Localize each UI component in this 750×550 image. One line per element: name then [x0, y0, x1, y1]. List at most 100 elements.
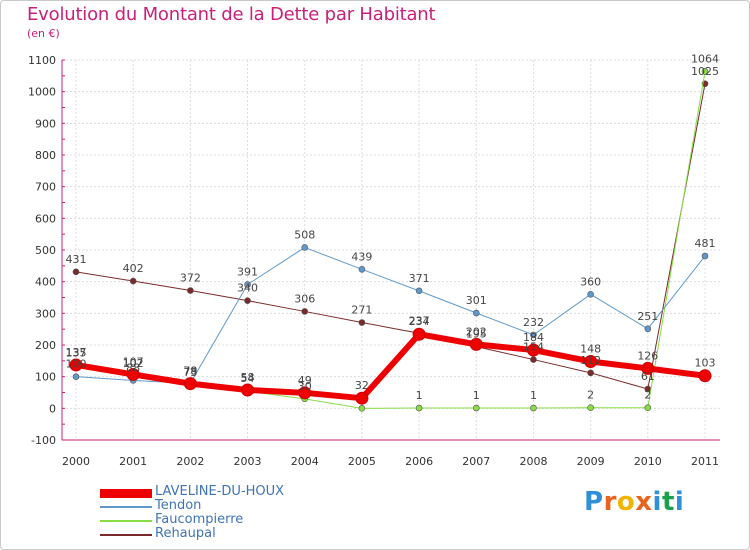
data-point	[355, 391, 369, 405]
legend-swatch	[100, 506, 152, 508]
legend-swatch	[100, 488, 152, 498]
data-point	[701, 252, 709, 260]
data-label: 102	[123, 357, 144, 370]
data-label: 1025	[691, 65, 719, 78]
data-label: 195	[466, 328, 487, 341]
data-point	[187, 287, 194, 294]
legend-swatch	[100, 534, 152, 536]
chart-unit: (en €)	[27, 27, 60, 40]
data-label: 371	[409, 272, 430, 285]
data-label: 78	[183, 365, 197, 378]
x-tick-label: 2005	[348, 455, 376, 468]
data-point	[644, 404, 652, 412]
y-tick-label: 100	[35, 371, 56, 384]
data-point	[415, 404, 423, 412]
x-tick-label: 2004	[291, 455, 319, 468]
y-tick-label: 1100	[28, 54, 56, 67]
data-label: 234	[409, 315, 430, 328]
data-point	[530, 331, 537, 339]
x-tick-label: 2000	[62, 455, 90, 468]
data-label: 184	[523, 331, 544, 344]
data-label: 1	[530, 389, 537, 402]
data-point	[530, 404, 537, 412]
data-point	[472, 309, 480, 317]
y-tick-label: 600	[35, 212, 56, 225]
data-point	[530, 356, 537, 363]
data-label: 107	[123, 355, 144, 368]
data-point	[526, 343, 540, 357]
legend-label: LAVELINE-DU-HOUX	[155, 484, 285, 499]
data-label: 58	[241, 371, 255, 384]
data-label: 1064	[691, 52, 719, 65]
data-label: 30	[298, 380, 312, 393]
data-label: 154	[523, 341, 544, 354]
data-point	[183, 377, 197, 391]
legend-label: Rehaupal	[155, 526, 216, 541]
legend-label: Tendon	[155, 498, 202, 513]
data-label: 1	[416, 389, 423, 402]
y-tick-label: 400	[35, 276, 56, 289]
data-label: 271	[351, 304, 372, 317]
data-point	[358, 319, 366, 326]
data-label: 100	[66, 358, 87, 371]
data-label: 391	[237, 266, 258, 279]
data-point	[129, 277, 137, 285]
y-tick-label: 500	[35, 244, 56, 257]
data-point	[472, 404, 480, 412]
logo-letter: i	[652, 487, 662, 517]
data-label: 1	[473, 389, 480, 402]
data-point	[126, 367, 140, 381]
data-label: 431	[66, 253, 87, 266]
data-point	[72, 373, 80, 380]
data-point	[72, 268, 80, 276]
data-point	[298, 386, 312, 400]
x-tick-label: 2007	[462, 455, 490, 468]
data-label: 439	[351, 250, 372, 263]
data-label: 340	[237, 282, 258, 295]
data-point	[241, 383, 255, 397]
proxiti-logo: Proxiti	[584, 487, 684, 517]
data-point	[698, 369, 712, 383]
data-point	[358, 266, 366, 273]
data-point	[587, 369, 594, 377]
chart-title: Evolution du Montant de la Dette par Hab…	[27, 4, 436, 25]
y-tick-label: 1000	[28, 86, 56, 99]
data-label: 148	[580, 342, 601, 355]
x-tick-label: 2002	[176, 455, 204, 468]
x-tick-label: 2008	[519, 455, 547, 468]
data-point	[301, 308, 309, 315]
data-point	[69, 358, 83, 372]
data-label: 79	[183, 364, 197, 377]
data-label: 301	[466, 294, 487, 307]
data-point	[641, 361, 655, 375]
data-label: 49	[298, 374, 312, 387]
logo-letter: i	[674, 487, 685, 517]
logo-letter: x	[635, 487, 653, 517]
data-label: 2	[644, 389, 651, 402]
data-point	[358, 405, 366, 412]
data-label: 202	[466, 325, 487, 338]
logo-letter: o	[616, 487, 636, 517]
data-label: 126	[637, 349, 658, 362]
logo-letter: r	[603, 487, 617, 517]
legend-swatch	[100, 520, 152, 522]
data-label: 32	[355, 379, 369, 392]
data-point	[587, 404, 594, 412]
data-label: 372	[180, 272, 201, 285]
data-label: 232	[523, 316, 544, 329]
x-tick-label: 2010	[634, 455, 662, 468]
data-label: 61	[641, 370, 655, 383]
logo-letter: P	[584, 487, 604, 517]
data-label: 306	[294, 292, 315, 305]
data-point	[244, 297, 251, 304]
data-label: 481	[695, 237, 716, 250]
y-tick-label: 700	[35, 181, 56, 194]
data-point	[301, 244, 309, 251]
y-tick-label: 0	[49, 402, 56, 415]
x-tick-label: 2001	[119, 455, 147, 468]
data-point	[244, 281, 251, 288]
x-tick-label: 2009	[577, 455, 605, 468]
y-tick-label: 300	[35, 307, 56, 320]
data-label: 251	[637, 310, 658, 323]
